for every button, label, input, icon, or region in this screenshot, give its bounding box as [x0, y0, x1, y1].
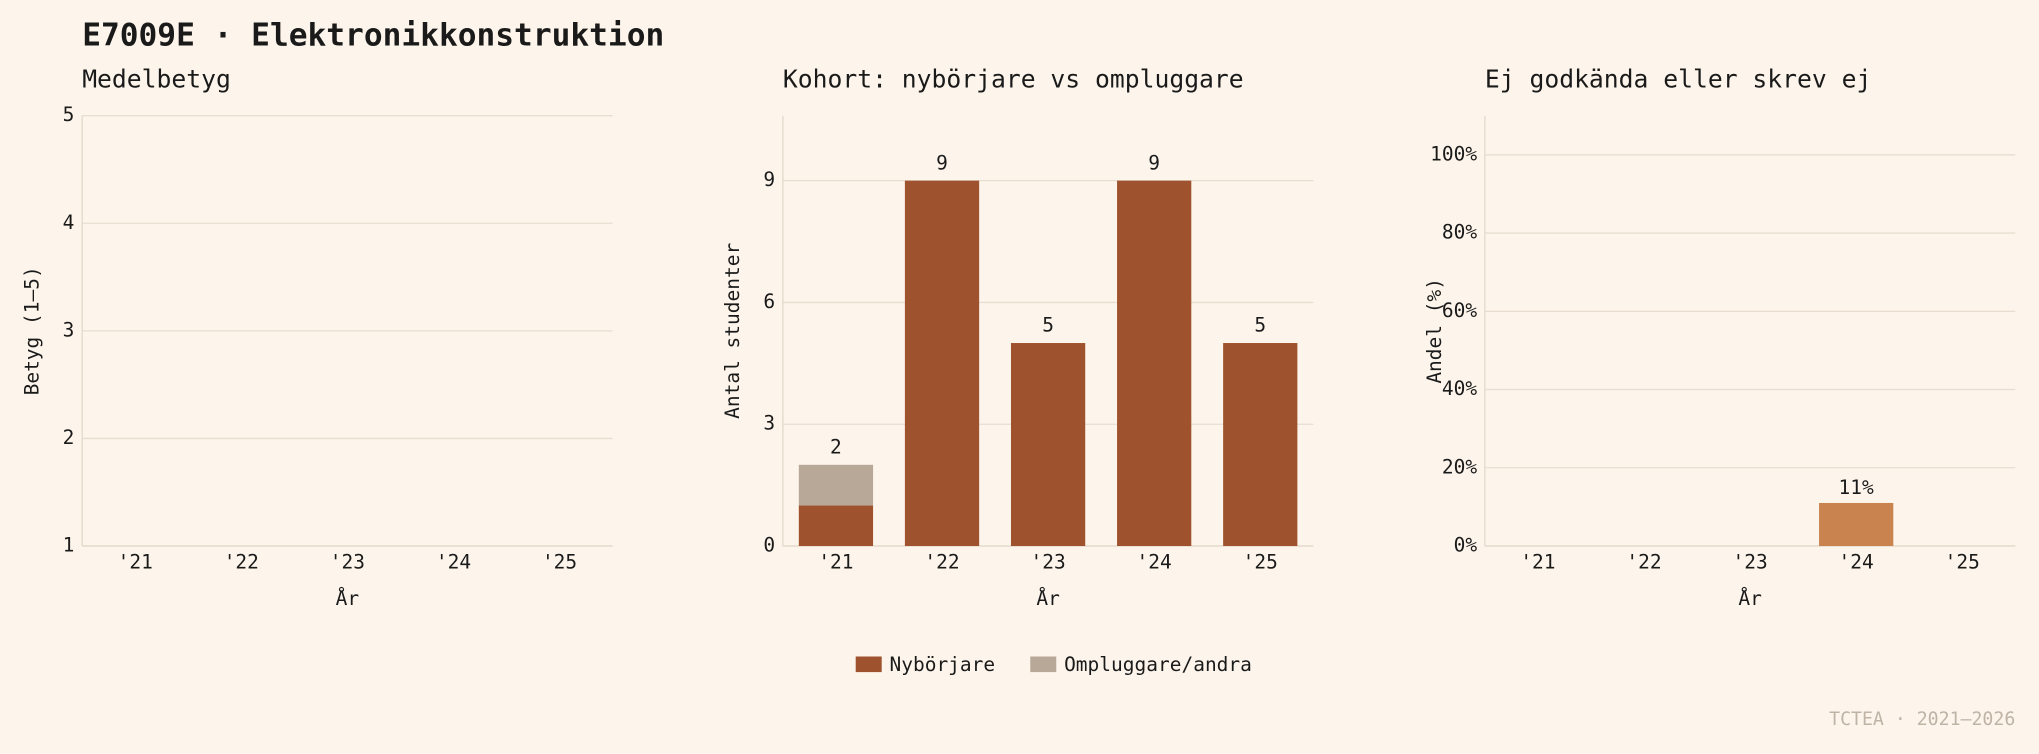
- legend-label: Nybörjare: [890, 653, 996, 676]
- y-tick-label: 2: [63, 426, 75, 449]
- y-tick-label: 3: [763, 412, 775, 435]
- y-tick-label: 3: [63, 318, 75, 341]
- y-tick-label: 0%: [1454, 534, 1478, 557]
- chart-title: Kohort: nybörjare vs ompluggare: [783, 65, 1244, 94]
- y-axis-label: Betyg (1–5): [20, 266, 43, 395]
- bar: [1819, 502, 1894, 546]
- x-tick-label: '22: [1626, 550, 1661, 573]
- y-axis-label: Antal studenter: [721, 243, 744, 419]
- y-tick-label: 100%: [1430, 142, 1477, 165]
- legend-swatch: [1030, 656, 1057, 673]
- y-tick-label: 20%: [1442, 455, 1477, 478]
- y-tick-label: 0: [763, 534, 775, 557]
- x-axis-label: År: [336, 587, 359, 610]
- bar-segment: [798, 464, 874, 506]
- y-tick-label: 6: [763, 290, 775, 313]
- total-label: 9: [936, 151, 948, 174]
- x-tick-label: '25: [1243, 550, 1278, 573]
- x-axis-label: År: [1738, 587, 1761, 610]
- chart-title: Medelbetyg: [82, 65, 231, 94]
- y-tick-label: 80%: [1442, 221, 1477, 244]
- y-tick-label: 5: [63, 103, 75, 126]
- y-axis-label: Andel (%): [1423, 278, 1446, 384]
- total-label: 5: [1042, 314, 1054, 337]
- x-tick-label: '21: [818, 550, 853, 573]
- chart-title: Ej godkända eller skrev ej: [1485, 65, 1871, 94]
- x-tick-label: '24: [1839, 550, 1874, 573]
- bar-segment: [798, 505, 874, 546]
- y-tick-label: 40%: [1442, 377, 1477, 400]
- y-tick-label: 60%: [1442, 299, 1477, 322]
- x-axis-label: År: [1036, 587, 1059, 610]
- x-tick-label: '25: [542, 550, 577, 573]
- x-tick-label: '23: [1732, 550, 1767, 573]
- bar-segment: [1117, 180, 1192, 546]
- bar-segment: [1223, 343, 1298, 546]
- legend-label: Ompluggare/andra: [1064, 653, 1252, 676]
- y-tick-label: 1: [63, 534, 75, 557]
- bar-segment: [904, 180, 980, 546]
- x-tick-label: '23: [330, 550, 365, 573]
- bar-segment: [1010, 343, 1086, 546]
- total-label: 2: [830, 435, 842, 458]
- x-tick-label: '23: [1030, 550, 1065, 573]
- x-tick-label: '24: [436, 550, 471, 573]
- x-tick-label: '21: [118, 550, 153, 573]
- x-tick-label: '24: [1137, 550, 1172, 573]
- y-tick-label: 9: [763, 168, 775, 191]
- legend-swatch: [855, 656, 882, 673]
- page-title: E7009E · Elektronikkonstruktion: [82, 17, 664, 53]
- value-label: 11%: [1839, 476, 1874, 499]
- total-label: 9: [1148, 151, 1160, 174]
- y-tick-label: 4: [63, 211, 75, 234]
- footer: TCTEA · 2021–2026: [1829, 709, 2015, 730]
- x-tick-label: '22: [224, 550, 259, 573]
- x-tick-label: '21: [1520, 550, 1555, 573]
- total-label: 5: [1254, 314, 1266, 337]
- x-tick-label: '22: [924, 550, 959, 573]
- x-tick-label: '25: [1945, 550, 1980, 573]
